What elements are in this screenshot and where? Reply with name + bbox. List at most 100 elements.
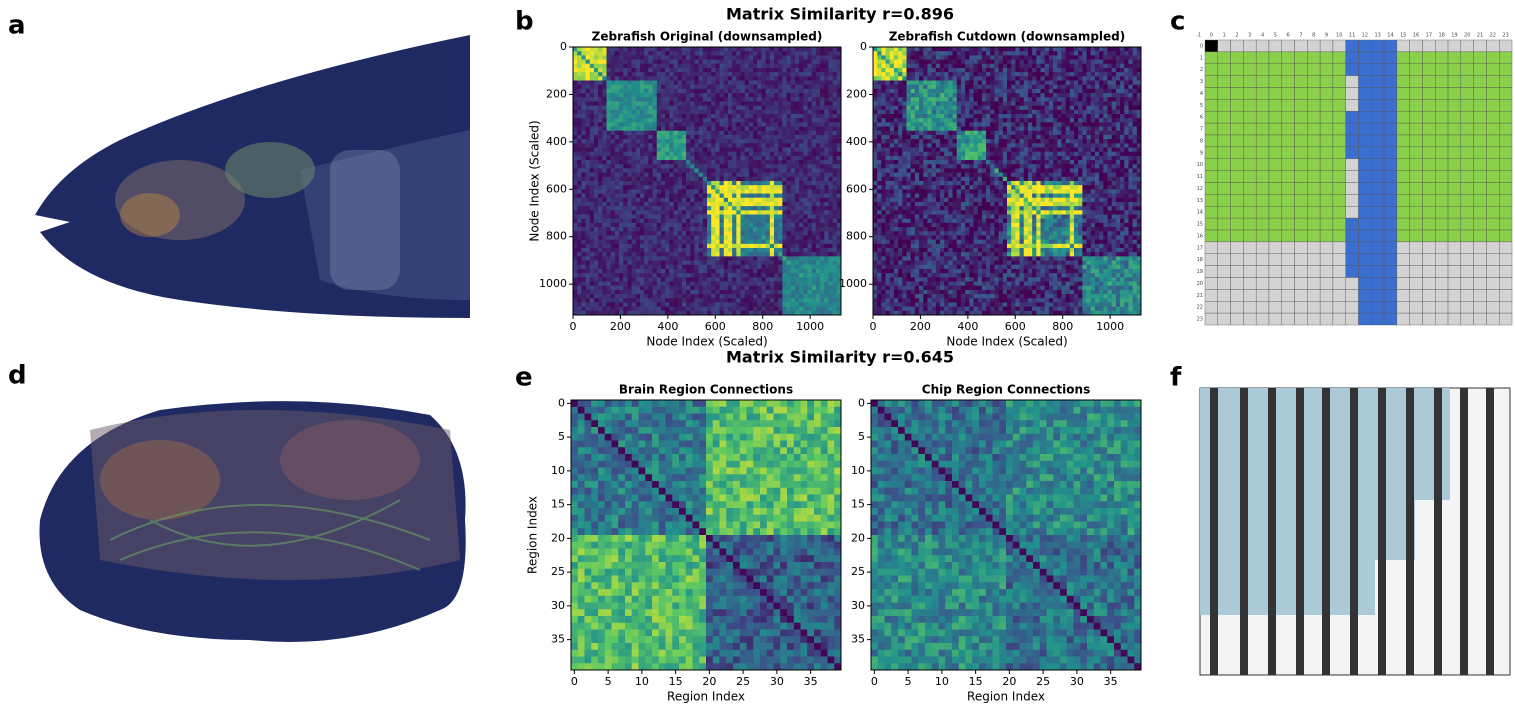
heatmap-cell — [794, 197, 800, 203]
heatmap-cell — [790, 302, 796, 308]
heatmap-cell — [640, 168, 645, 174]
heatmap-cell — [652, 302, 658, 308]
heatmap-cell — [627, 126, 633, 132]
heatmap-cell — [828, 185, 834, 190]
heatmap-cell — [589, 47, 595, 52]
heatmap-cell — [669, 306, 674, 312]
heatmap-cell — [803, 243, 808, 249]
heatmap-cell — [1069, 80, 1075, 86]
heatmap-cell — [1069, 97, 1075, 102]
heatmap-cell — [715, 114, 720, 119]
heatmap-cell — [753, 264, 758, 270]
heatmap-cell — [619, 206, 624, 211]
heatmap-cell — [803, 67, 808, 73]
heatmap-cell — [602, 289, 607, 295]
heatmap-cell — [635, 289, 641, 295]
heatmap-cell — [914, 63, 920, 69]
heatmap-cell — [914, 47, 920, 52]
heatmap-cell — [606, 105, 612, 111]
heatmap-cell — [774, 235, 779, 241]
heatmap-cell — [736, 109, 741, 115]
heatmap-cell — [815, 143, 821, 148]
heatmap-cell — [665, 139, 670, 144]
heatmap-cell — [832, 63, 838, 69]
heatmap-cell — [815, 189, 821, 194]
heatmap-cell — [1136, 80, 1142, 86]
heatmap-cell — [803, 80, 808, 86]
heatmap-cell — [673, 306, 679, 312]
heatmap-cell — [769, 294, 775, 299]
heatmap-cell — [1040, 84, 1046, 90]
heatmap-cell — [960, 63, 966, 69]
heatmap-cell — [606, 80, 612, 86]
heatmap-cell — [774, 310, 779, 316]
heatmap-cell — [898, 76, 903, 81]
heatmap-cell — [824, 109, 829, 115]
heatmap-cell — [757, 260, 762, 266]
heatmap-cell — [598, 294, 603, 299]
heatmap-cell — [635, 164, 641, 169]
heatmap-cell — [803, 168, 808, 174]
heatmap-cell — [1090, 59, 1096, 65]
heatmap-cell — [790, 298, 796, 303]
heatmap-cell — [698, 214, 704, 220]
heatmap-cell — [1090, 72, 1096, 77]
heatmap-cell — [803, 139, 808, 144]
heatmap-cell — [715, 285, 720, 291]
heatmap-cell — [820, 298, 825, 303]
heatmap-cell — [573, 206, 578, 211]
heatmap-cell — [836, 281, 842, 287]
heatmap-cell — [744, 248, 750, 253]
heatmap-cell — [815, 114, 821, 119]
heatmap-cell — [774, 218, 779, 224]
heatmap-cell — [644, 310, 649, 316]
heatmap-cell — [885, 84, 891, 90]
heatmap-cell — [765, 239, 771, 245]
heatmap-cell — [1048, 67, 1054, 73]
heatmap-cell — [1011, 93, 1016, 98]
heatmap-cell — [956, 97, 962, 102]
heatmap-cell — [732, 59, 737, 65]
heatmap-cell — [1057, 80, 1062, 86]
heatmap-cell — [606, 273, 612, 278]
heatmap-cell — [702, 97, 708, 102]
heatmap-cell — [885, 55, 891, 60]
heatmap-cell — [602, 105, 607, 111]
heatmap-cell — [669, 197, 674, 203]
heatmap-cell — [736, 47, 741, 52]
heatmap-cell — [631, 294, 637, 299]
heatmap-cell — [1132, 51, 1138, 56]
heatmap-cell — [723, 185, 729, 190]
heatmap-cell — [782, 218, 787, 224]
heatmap-cell — [1032, 88, 1037, 94]
heatmap-cell — [589, 59, 595, 65]
heatmap-cell — [623, 222, 628, 228]
heatmap-cell — [606, 193, 612, 199]
heatmap-cell — [589, 80, 595, 86]
heatmap-cell — [610, 273, 616, 278]
heatmap-cell — [640, 298, 645, 303]
heatmap-cell — [832, 285, 838, 291]
heatmap-cell — [610, 268, 616, 274]
heatmap-cell — [1036, 84, 1041, 90]
heatmap-cell — [774, 80, 779, 86]
heatmap-cell — [765, 243, 771, 249]
heatmap-cell — [694, 181, 700, 186]
heatmap-cell — [923, 59, 928, 65]
heatmap-cell — [589, 206, 595, 211]
heatmap-cell — [606, 239, 612, 245]
heatmap-cell — [973, 93, 979, 98]
heatmap-cell — [715, 134, 720, 140]
heatmap-cell — [1094, 63, 1100, 69]
heatmap-cell — [736, 218, 741, 224]
heatmap-cell — [815, 147, 821, 153]
heatmap-cell — [736, 289, 741, 295]
heatmap-cell — [885, 93, 891, 98]
heatmap-cell — [786, 239, 792, 245]
heatmap-cell — [740, 72, 746, 77]
heatmap-cell — [1124, 47, 1129, 52]
heatmap-cell — [669, 260, 674, 266]
heatmap-cell — [811, 155, 817, 161]
heatmap-cell — [836, 302, 842, 308]
heatmap-cell — [1099, 63, 1104, 69]
